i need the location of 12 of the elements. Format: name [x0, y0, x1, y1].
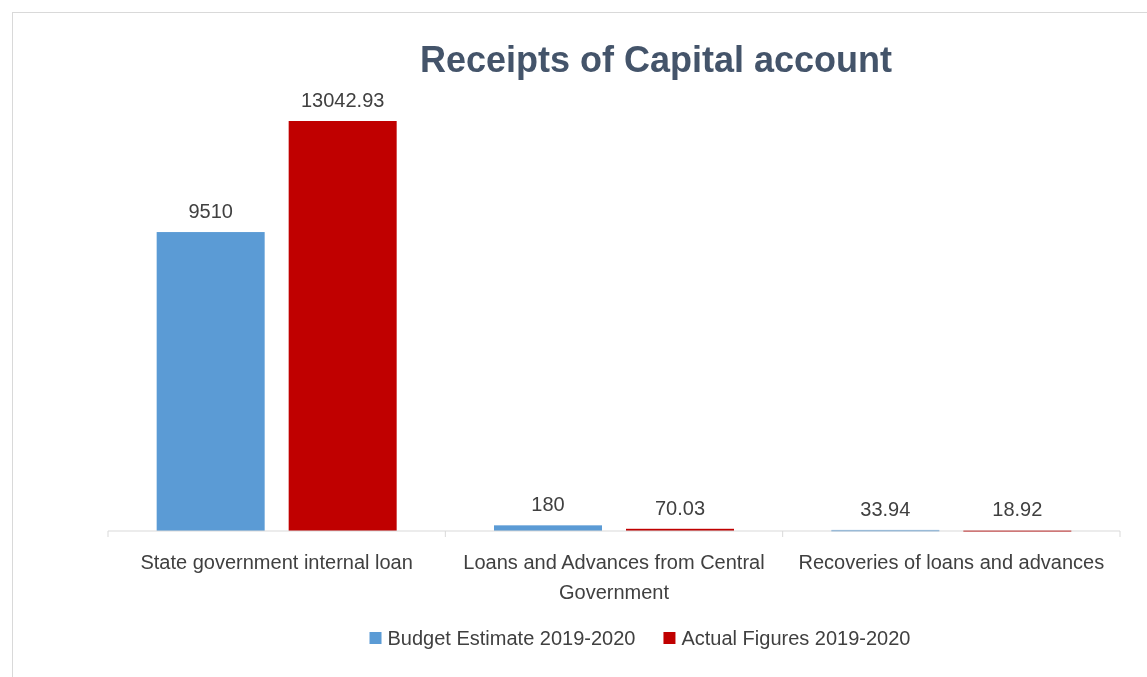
legend-label: Budget Estimate 2019-2020 — [387, 627, 636, 649]
chart-title: Receipts of Capital account — [419, 39, 893, 80]
data-label: 180 — [531, 493, 565, 516]
data-label: 33.94 — [860, 497, 911, 520]
x-tick-label: Loans and Advances from Central Government — [463, 551, 765, 603]
data-label: 70.03 — [654, 496, 706, 519]
data-label: 9510 — [188, 200, 233, 223]
data-label: 18.92 — [992, 498, 1043, 521]
legend-label: Actual Figures 2019-2020 — [681, 627, 911, 649]
x-tick-label: Recoveries of loans and advances — [798, 551, 1105, 573]
data-label: 13042.93 — [300, 89, 385, 111]
x-tick-label: State government internal loan — [140, 551, 413, 573]
